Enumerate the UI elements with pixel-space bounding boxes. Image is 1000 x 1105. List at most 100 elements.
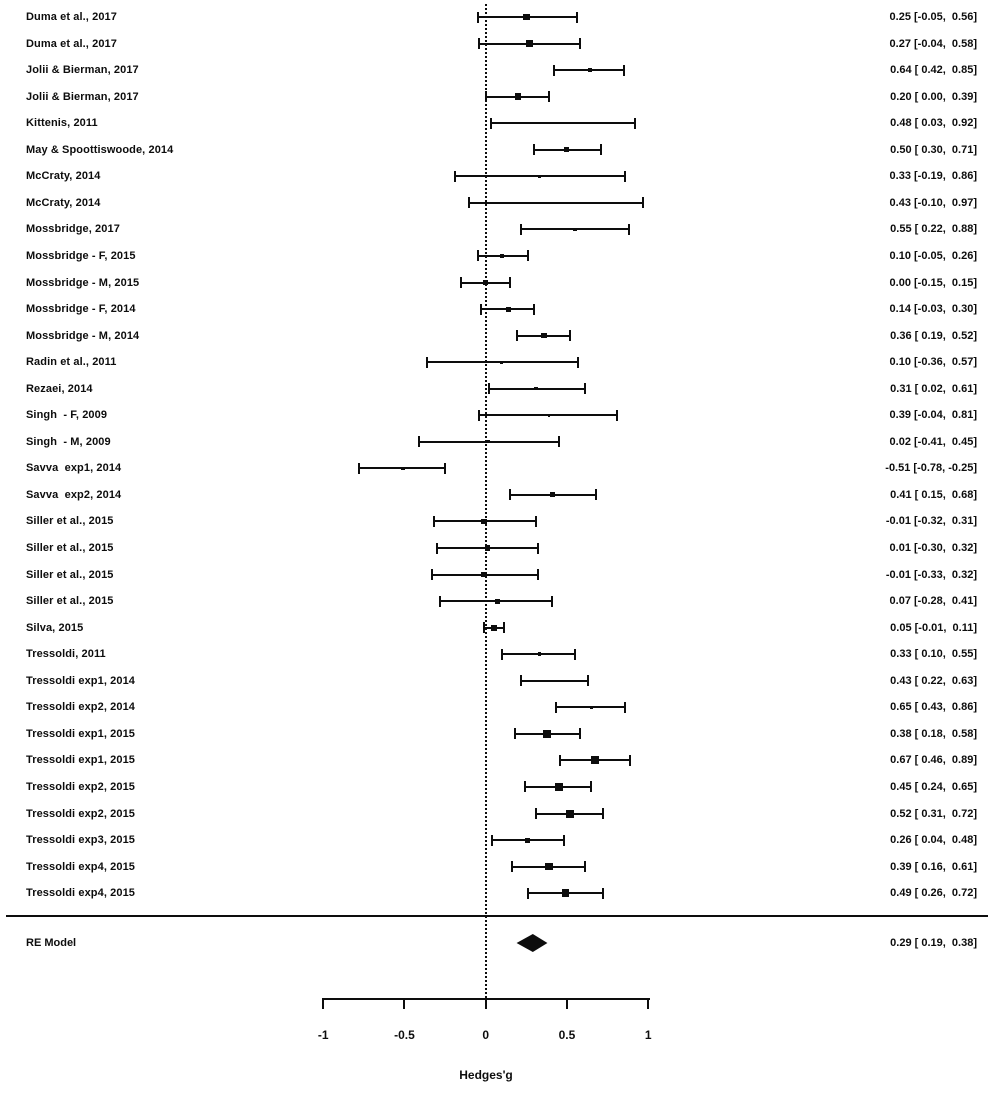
x-axis-tick-label: 1 [644,1028,652,1042]
effect-size-marker [525,837,531,843]
study-label: Silva, 2015 [26,621,84,634]
effect-size-marker [505,306,511,312]
ci-upper-cap [629,754,632,766]
ci-lower-cap [431,569,434,581]
study-value: 0.39 [ 0.16, 0.61] [890,860,977,873]
effect-size-marker [401,466,405,471]
study-label: Tressoldi, 2011 [26,648,106,661]
ci-upper-cap [578,728,581,740]
study-value: 0.39 [-0.04, 0.81] [889,409,977,422]
ci-upper-cap [587,675,590,687]
ci-lower-cap [520,223,523,235]
ci-upper-cap [642,197,645,209]
ci-lower-cap [357,462,360,474]
study-label: McCraty, 2014 [26,170,101,183]
study-value: 0.41 [ 0.15, 0.68] [890,488,977,501]
effect-size-marker [500,360,504,364]
effect-size-marker [484,545,491,551]
effect-size-marker [561,889,570,897]
study-label: McCraty, 2014 [26,196,101,209]
ci-upper-cap [536,569,539,581]
ci-lower-cap [510,861,513,873]
effect-size-marker [587,68,592,73]
ci-lower-cap [489,117,492,129]
ci-upper-cap [601,887,604,899]
study-value: 0.27 [-0.04, 0.58] [889,37,977,50]
ci-lower-cap [554,701,557,713]
study-value: 0.25 [-0.05, 0.56] [889,11,977,23]
ci-upper-cap [616,409,619,421]
ci-upper-cap [634,117,637,129]
study-value: 0.33 [ 0.10, 0.55] [890,648,977,661]
ci-upper-cap [502,622,505,634]
study-label: Tressoldi exp4, 2015 [26,887,136,900]
study-label: Kittenis, 2011 [26,117,98,130]
effect-size-marker [573,227,577,232]
summary-value: 0.29 [ 0.19, 0.38] [890,937,977,949]
effect-size-marker [541,332,547,339]
study-label: Tressoldi exp1, 2015 [26,754,136,767]
study-label: Mossbridge - M, 2015 [26,276,140,289]
study-label: Mossbridge - F, 2014 [26,303,136,316]
study-label: Jolii & Bierman, 2017 [26,64,139,77]
effect-size-marker [554,782,563,791]
ci-lower-cap [509,489,512,501]
ci-upper-cap [624,170,627,182]
study-value: 0.64 [ 0.42, 0.85] [890,64,977,77]
ci-lower-cap [491,834,494,846]
study-value: 0.10 [-0.36, 0.57] [889,356,977,369]
ci-upper-cap [622,64,625,76]
ci-lower-cap [439,595,442,607]
ci-upper-cap [577,356,580,368]
study-label: Tressoldi exp4, 2015 [26,860,136,873]
effect-size-marker [499,253,505,259]
x-axis-tick-label: -0.5 [394,1028,415,1042]
x-axis-tick-label: 0 [482,1028,490,1042]
x-axis-tick [484,999,487,1009]
study-label: Tressoldi exp3, 2015 [26,834,136,847]
study-value: 0.31 [ 0.02, 0.61] [890,382,977,395]
effect-size-marker [534,386,538,391]
ci-lower-cap [515,330,518,342]
study-label: Siller et al., 2015 [26,595,114,608]
effect-size-marker [549,492,555,498]
study-label: Siller et al., 2015 [26,568,114,581]
study-value: 0.43 [-0.10, 0.97] [889,196,977,209]
study-value: 0.50 [ 0.30, 0.71] [890,143,977,156]
study-label: Tressoldi exp2, 2015 [26,780,136,793]
ci-lower-cap [478,38,481,50]
effect-size-marker [483,280,489,285]
ci-upper-cap [600,144,603,156]
ci-upper-cap [578,38,581,50]
ci-lower-cap [533,144,536,156]
ci-lower-cap [484,91,487,103]
ci-lower-cap [432,515,435,527]
study-label: Duma et al., 2017 [26,37,117,50]
ci-upper-cap [624,701,627,713]
ci-upper-cap [627,223,630,235]
effect-size-marker [564,147,570,153]
effect-size-marker [487,440,491,444]
study-value: 0.05 [-0.01, 0.11] [890,621,977,634]
x-axis-tick-label: 0.5 [558,1028,576,1042]
ci-lower-cap [479,303,482,315]
ci-lower-cap [526,887,529,899]
study-label: Tressoldi exp2, 2015 [26,807,136,820]
study-label: Tressoldi exp2, 2014 [26,701,136,714]
effect-size-marker [490,624,497,631]
study-value: 0.67 [ 0.46, 0.89] [890,754,977,767]
ci-lower-cap [453,170,456,182]
effect-size-marker [514,93,522,100]
summary-label: RE Model [26,937,77,949]
zero-reference-line [485,4,487,998]
ci-upper-cap [551,595,554,607]
ci-lower-cap [483,622,486,634]
ci-upper-cap [444,462,447,474]
ci-lower-cap [523,781,526,793]
study-value: -0.01 [-0.32, 0.31] [885,515,977,528]
study-value: 0.10 [-0.05, 0.26] [889,249,977,262]
ci-lower-cap [552,64,555,76]
ci-upper-cap [562,834,565,846]
study-label: Savva exp1, 2014 [26,462,122,475]
